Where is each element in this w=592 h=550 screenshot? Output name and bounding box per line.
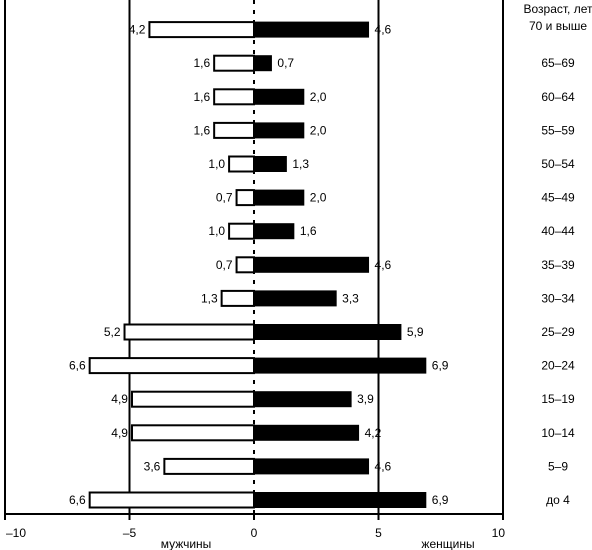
- age-group-label: 40–44: [541, 224, 575, 238]
- male-bar: [88, 357, 255, 375]
- male-bar: [228, 222, 256, 240]
- female-value-label: 2,0: [310, 90, 327, 104]
- male-bar: [130, 390, 256, 408]
- male-bar: [123, 323, 255, 341]
- female-bar: [253, 122, 305, 139]
- male-bar: [213, 121, 256, 139]
- male-value-label: 0,7: [216, 258, 233, 272]
- female-bar: [253, 189, 305, 206]
- male-value-label: 5,2: [104, 325, 121, 339]
- male-value-label: 6,6: [69, 359, 86, 373]
- female-bar: [253, 391, 352, 408]
- female-series-label: женщины: [421, 537, 474, 550]
- female-value-label: 6,9: [432, 359, 449, 373]
- age-group-label: 60–64: [541, 90, 575, 104]
- age-group-label: 20–24: [541, 359, 575, 373]
- female-bar: [253, 290, 337, 307]
- female-value-label: 3,3: [342, 291, 359, 305]
- age-group-label: 65–69: [541, 56, 575, 70]
- age-axis-title: Возраст, лет: [524, 2, 592, 16]
- male-value-label: 4,2: [129, 23, 146, 37]
- female-value-label: 1,6: [300, 224, 317, 238]
- x-tick-label: 0: [251, 526, 258, 540]
- age-group-label: 15–19: [541, 392, 575, 406]
- male-bar: [148, 21, 255, 39]
- female-bar: [253, 88, 305, 105]
- female-bar: [253, 156, 287, 172]
- male-value-label: 1,3: [201, 291, 218, 305]
- female-bar: [253, 458, 370, 475]
- male-bar: [235, 189, 256, 207]
- female-bar: [253, 492, 427, 508]
- age-group-label: 30–34: [541, 291, 575, 305]
- female-value-label: 4,6: [375, 258, 392, 272]
- male-value-label: 1,6: [193, 90, 210, 104]
- male-bar: [213, 54, 256, 72]
- male-value-label: 6,6: [69, 493, 86, 507]
- female-bar: [253, 424, 360, 441]
- male-bar: [213, 88, 256, 106]
- male-series-label: мужчины: [161, 537, 212, 550]
- male-bar: [235, 256, 256, 274]
- female-value-label: 4,6: [375, 23, 392, 37]
- age-group-label: 25–29: [541, 325, 575, 339]
- age-group-label: 45–49: [541, 191, 575, 205]
- female-value-label: 0,7: [277, 56, 294, 70]
- male-value-label: 1,0: [208, 224, 225, 238]
- age-group-label: до 4: [546, 493, 570, 507]
- female-bar: [253, 21, 370, 38]
- age-group-label: 55–59: [541, 123, 575, 137]
- male-value-label: 4,9: [111, 392, 128, 406]
- female-value-label: 5,9: [407, 325, 424, 339]
- female-bar: [253, 357, 427, 374]
- female-value-label: 2,0: [310, 191, 327, 205]
- x-tick-label: 10: [492, 526, 506, 540]
- male-value-label: 1,0: [208, 157, 225, 171]
- female-value-label: 6,9: [432, 493, 449, 507]
- x-tick-label: 5: [375, 526, 382, 540]
- x-tick-label: –10: [6, 526, 26, 540]
- male-value-label: 1,6: [193, 123, 210, 137]
- female-value-label: 3,9: [357, 392, 374, 406]
- male-value-label: 4,9: [111, 426, 128, 440]
- x-tick-label: –5: [123, 526, 137, 540]
- female-bar: [253, 256, 370, 273]
- female-value-label: 1,3: [292, 157, 309, 171]
- male-bar: [130, 424, 256, 442]
- age-group-label: 5–9: [548, 459, 568, 473]
- female-bar: [253, 324, 402, 340]
- female-bar: [253, 223, 295, 240]
- male-value-label: 1,6: [193, 56, 210, 70]
- male-value-label: 3,6: [144, 459, 161, 473]
- male-bar: [228, 155, 256, 173]
- female-value-label: 4,6: [375, 459, 392, 473]
- male-bar: [88, 491, 255, 509]
- age-group-label: 10–14: [541, 426, 575, 440]
- male-bar: [163, 457, 255, 475]
- age-group-label: 50–54: [541, 157, 575, 171]
- male-value-label: 0,7: [216, 191, 233, 205]
- male-bar: [220, 289, 256, 307]
- age-group-label: 70 и выше: [529, 19, 587, 33]
- age-group-label: 35–39: [541, 258, 575, 272]
- female-value-label: 4,2: [365, 426, 382, 440]
- female-bar: [253, 55, 272, 72]
- female-value-label: 2,0: [310, 123, 327, 137]
